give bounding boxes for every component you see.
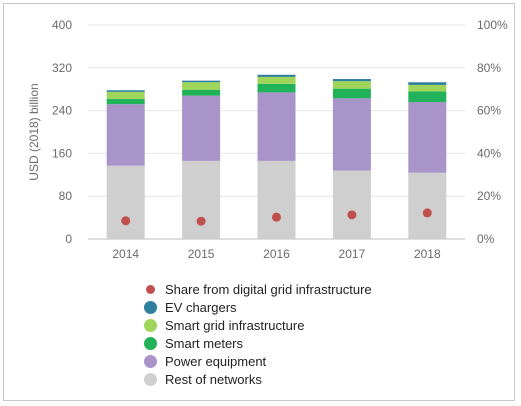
y-axis-label: USD (2018) billion bbox=[27, 83, 41, 180]
bar-segment-smart-grid-infrastructure bbox=[106, 91, 145, 99]
legend-item: Smart meters bbox=[144, 334, 372, 352]
legend-swatch bbox=[144, 300, 157, 314]
legend: Share from digital grid infrastructure EV… bbox=[144, 280, 372, 388]
bar-segment-power-equipment bbox=[257, 92, 296, 161]
bar-segment-power-equipment bbox=[332, 98, 371, 171]
legend-swatch bbox=[146, 284, 155, 294]
bar-segment-smart-grid-infrastructure bbox=[408, 84, 447, 92]
x-tick-label: 2018 bbox=[414, 247, 441, 261]
bar-segment-ev-chargers bbox=[257, 74, 296, 77]
legend-swatch bbox=[144, 372, 157, 386]
bar-segment-smart-grid-infrastructure bbox=[257, 76, 296, 84]
legend-label: Share from digital grid infrastructure bbox=[165, 281, 372, 297]
bar-segment-ev-chargers bbox=[182, 80, 221, 83]
share-point bbox=[272, 212, 281, 222]
legend-label: Smart grid infrastructure bbox=[165, 317, 305, 333]
y-tick-label: 240 bbox=[52, 104, 72, 118]
bar-segment-smart-grid-infrastructure bbox=[332, 81, 371, 89]
legend-label: EV chargers bbox=[165, 299, 237, 315]
bar-segment-rest-of-networks bbox=[182, 160, 221, 239]
y2-tick-label: 20% bbox=[477, 189, 501, 203]
bar-segment-ev-chargers bbox=[332, 79, 371, 82]
bar-segment-rest-of-networks bbox=[408, 172, 447, 239]
y2-tick-label: 0% bbox=[477, 232, 495, 246]
bar-segment-smart-meters bbox=[332, 88, 371, 99]
bar-segment-power-equipment bbox=[182, 95, 221, 161]
legend-item: Share from digital grid infrastructure bbox=[144, 280, 372, 298]
share-point bbox=[422, 208, 432, 218]
x-tick-label: 2015 bbox=[188, 247, 215, 261]
x-tick-label: 2014 bbox=[112, 247, 139, 261]
legend-item: Rest of networks bbox=[144, 370, 372, 388]
bar-segment-ev-chargers bbox=[106, 90, 145, 92]
legend-swatch bbox=[144, 354, 157, 368]
y2-tick-label: 40% bbox=[477, 146, 501, 160]
share-point bbox=[347, 210, 357, 220]
bar-segment-rest-of-networks bbox=[332, 170, 371, 239]
x-tick-label: 2017 bbox=[339, 247, 366, 261]
bar-segment-power-equipment bbox=[408, 102, 447, 173]
legend-swatch bbox=[144, 318, 157, 332]
bar-segment-smart-meters bbox=[106, 98, 145, 105]
legend-swatch bbox=[144, 336, 157, 350]
y-tick-label: 160 bbox=[52, 146, 72, 160]
bar-segment-smart-grid-infrastructure bbox=[182, 82, 221, 90]
bar-segment-smart-meters bbox=[257, 83, 296, 93]
legend-item: Smart grid infrastructure bbox=[144, 316, 372, 334]
share-point bbox=[121, 216, 131, 226]
x-tick-label: 2016 bbox=[263, 247, 290, 261]
y-tick-label: 320 bbox=[52, 61, 72, 75]
y2-tick-label: 100% bbox=[477, 18, 508, 32]
bar-segment-rest-of-networks bbox=[106, 165, 145, 239]
bar-segment-smart-meters bbox=[182, 89, 221, 96]
legend-label: Rest of networks bbox=[165, 371, 262, 387]
bar-segment-power-equipment bbox=[106, 104, 145, 166]
y2-tick-label: 60% bbox=[477, 104, 501, 118]
share-point bbox=[196, 216, 206, 226]
legend-label: Power equipment bbox=[165, 353, 267, 369]
bar-segment-smart-meters bbox=[408, 91, 447, 103]
y-tick-label: 0 bbox=[65, 232, 72, 246]
bar-segment-ev-chargers bbox=[408, 82, 447, 85]
y2-tick-label: 80% bbox=[477, 61, 501, 75]
bar-segment-rest-of-networks bbox=[257, 160, 296, 239]
y-tick-label: 400 bbox=[52, 18, 72, 32]
legend-item: EV chargers bbox=[144, 298, 372, 316]
y-tick-label: 80 bbox=[59, 189, 73, 203]
legend-label: Smart meters bbox=[165, 335, 244, 351]
legend-item: Power equipment bbox=[144, 352, 372, 370]
